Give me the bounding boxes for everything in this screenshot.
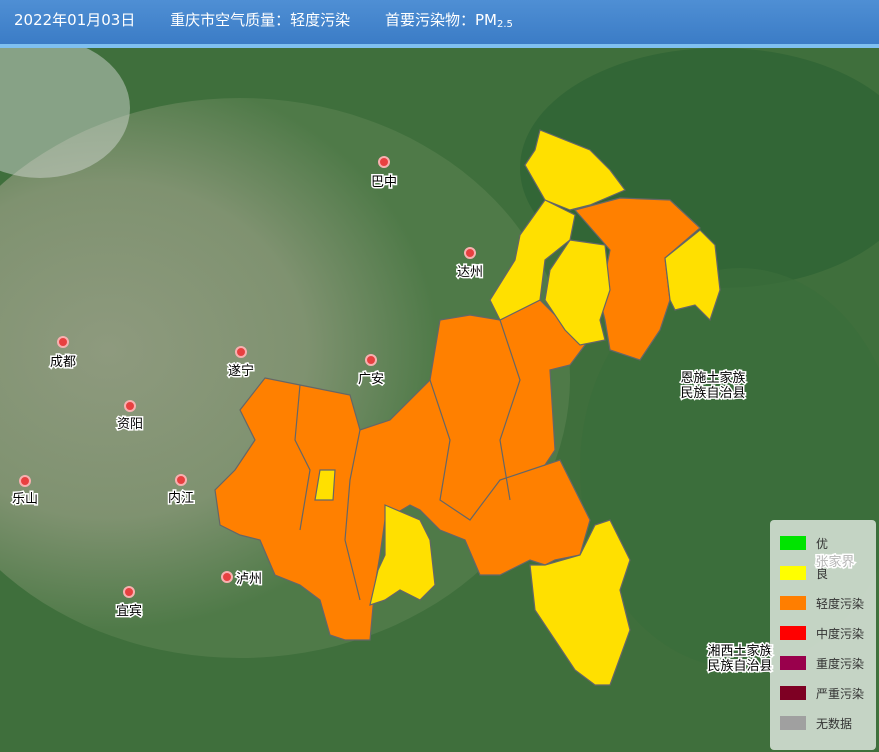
legend-label: 重度污染 bbox=[816, 656, 864, 671]
legend-swatch bbox=[780, 686, 806, 700]
legend-swatch bbox=[780, 536, 806, 550]
city-label: 巴中 bbox=[371, 175, 397, 190]
legend-label: 无数据 bbox=[816, 716, 852, 731]
city-marker bbox=[123, 586, 135, 598]
pollutant: 首要污染物：PM2.5 bbox=[384, 11, 513, 30]
city-label: 恩施土家族 bbox=[680, 370, 745, 386]
district-border bbox=[429, 379, 546, 521]
legend-label: 优 bbox=[816, 537, 828, 551]
city-label: 资阳 bbox=[117, 417, 143, 432]
city-label: 广安 bbox=[358, 372, 384, 387]
city-label: 泸州 bbox=[236, 572, 262, 587]
district bbox=[369, 504, 436, 606]
legend-label: 严重污染 bbox=[816, 686, 864, 701]
legend-swatch bbox=[780, 566, 806, 580]
district bbox=[524, 129, 626, 211]
city-marker bbox=[464, 247, 476, 259]
legend-swatch bbox=[780, 716, 806, 730]
district bbox=[314, 469, 336, 501]
city-label: 内江 bbox=[168, 490, 194, 506]
district bbox=[214, 299, 591, 641]
district bbox=[529, 519, 631, 686]
legend-swatch bbox=[780, 626, 806, 640]
pollutant-name: PM bbox=[474, 11, 497, 29]
legend-swatch bbox=[780, 656, 806, 670]
city-marker bbox=[378, 156, 390, 168]
pollutant-sub: 2.5 bbox=[496, 19, 513, 30]
date: 2022年01月03日 bbox=[14, 11, 136, 29]
terrain bbox=[0, 48, 130, 178]
city-label: 成都 bbox=[50, 355, 76, 370]
city-marker bbox=[235, 346, 247, 358]
header: 2022年01月03日 重庆市空气质量：轻度污染 首要污染物：PM2.5 bbox=[0, 0, 879, 48]
city-marker bbox=[175, 474, 187, 486]
pollutant-label: 首要污染物： bbox=[384, 11, 475, 29]
legend-label: 中度污染 bbox=[816, 626, 864, 641]
district bbox=[544, 239, 611, 346]
city-label: 湘西土家族 bbox=[707, 643, 772, 659]
city-label: 宜宾 bbox=[116, 603, 142, 619]
district bbox=[489, 199, 576, 321]
city-marker bbox=[57, 336, 69, 348]
legend-swatch bbox=[780, 596, 806, 610]
city-marker bbox=[19, 475, 31, 487]
district bbox=[664, 229, 721, 322]
legend-label: 良 bbox=[816, 566, 828, 581]
district-border bbox=[294, 384, 311, 531]
city-marker bbox=[124, 400, 136, 412]
map: 巴中达州成都遂宁广安资阳乐山内江泸州宜宾恩施土家族民族自治县张家界湘西土家族民族… bbox=[0, 48, 879, 752]
legend-label: 轻度污染 bbox=[816, 596, 864, 611]
city-label: 达州 bbox=[457, 265, 483, 280]
city-label: 乐山 bbox=[12, 492, 38, 507]
city-label: 遂宁 bbox=[228, 363, 254, 379]
districts bbox=[214, 129, 721, 686]
city-marker bbox=[221, 571, 233, 583]
district-border bbox=[499, 319, 521, 501]
cities: 巴中达州成都遂宁广安资阳乐山内江泸州宜宾恩施土家族民族自治县张家界湘西土家族民族… bbox=[10, 156, 856, 676]
city-marker bbox=[365, 354, 377, 366]
quality: 重庆市空气质量：轻度污染 bbox=[170, 11, 351, 29]
district-border bbox=[344, 429, 361, 601]
city-label: 民族自治县 bbox=[680, 385, 745, 401]
city-label: 民族自治县 bbox=[707, 658, 772, 674]
